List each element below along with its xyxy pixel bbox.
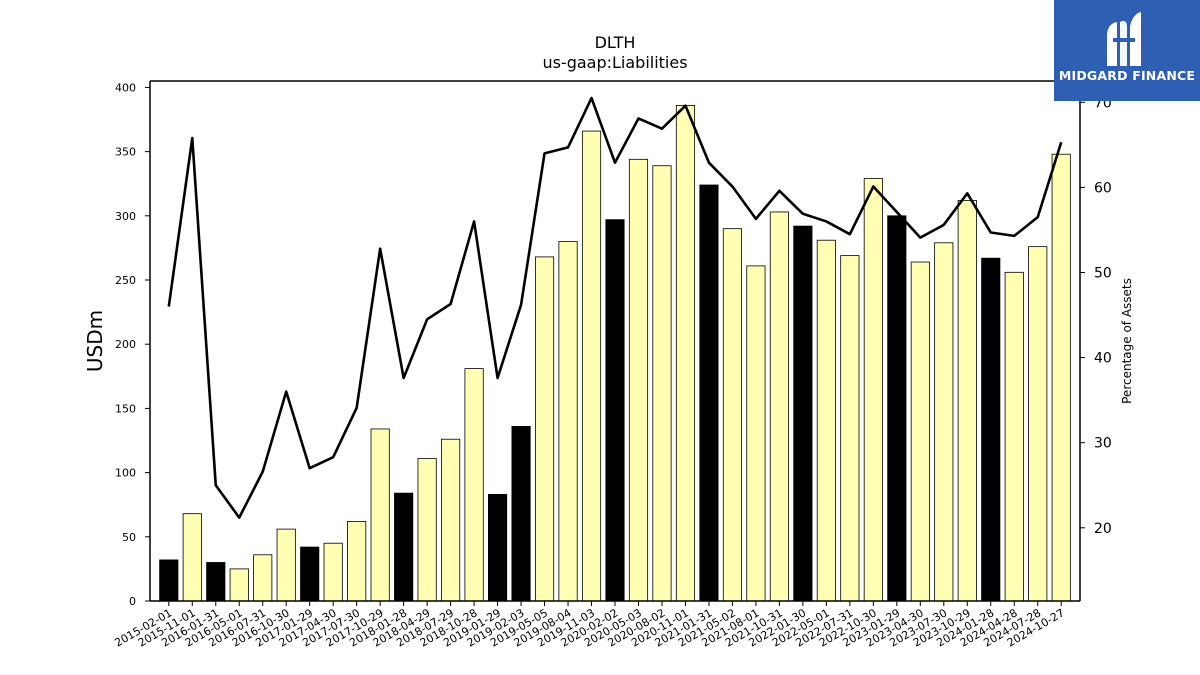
bar-2020-05-03	[628, 158, 649, 602]
bar-2022-10-30	[863, 178, 883, 602]
bar-2016-10-30	[276, 528, 296, 602]
y2-tick-label: 30	[1094, 436, 1112, 452]
bar-2019-02-03	[511, 425, 531, 602]
bar-2018-04-29	[417, 458, 437, 602]
bar-2016-01-31	[206, 562, 226, 602]
bar-2016-05-01	[229, 568, 249, 602]
bar-2022-05-01	[816, 239, 836, 602]
y2-tick-label: 20	[1094, 521, 1112, 537]
percentage-line	[167, 96, 1063, 519]
y2-tick-label: 50	[1094, 265, 1112, 281]
bar-2023-01-29	[887, 215, 907, 602]
y-tick-label: 400	[115, 81, 136, 94]
y2-axis-label: Percentage of Assets	[1120, 278, 1134, 404]
bar-2021-05-02	[722, 228, 742, 602]
bar-2024-04-28	[1004, 271, 1024, 602]
bar-2015-11-01	[182, 513, 202, 602]
bar-2016-07-31	[253, 554, 273, 602]
bar-2018-10-28	[464, 368, 484, 602]
y2-tick-label: 40	[1094, 351, 1112, 367]
y-tick-label: 350	[115, 146, 136, 159]
bar-2023-07-30	[934, 242, 954, 602]
y-tick-label: 100	[115, 467, 136, 480]
bar-2023-04-30	[910, 261, 930, 602]
y-tick-label: 200	[115, 338, 136, 351]
y-tick-label: 250	[115, 274, 136, 287]
bar-2021-01-31	[699, 184, 719, 602]
y2-tick-label: 60	[1094, 180, 1112, 196]
bar-2020-02-02	[605, 219, 625, 602]
y-tick-label: 50	[122, 531, 136, 544]
chart-title: DLTH	[594, 33, 636, 52]
bar-2024-10-27	[1051, 153, 1071, 602]
bar-2015-02-01	[159, 559, 179, 602]
bar-2018-01-28	[394, 492, 414, 602]
bar-series	[159, 105, 1071, 602]
bar-2019-11-03	[581, 130, 602, 602]
bar-2022-01-30	[793, 225, 813, 602]
y-axis-label: USDm	[83, 310, 107, 372]
bar-2017-10-29	[370, 428, 390, 602]
bar-2019-08-04	[558, 241, 578, 602]
bar-2024-07-28	[1028, 246, 1048, 602]
logo-mark-icon	[1107, 12, 1141, 66]
bar-2022-07-31	[840, 255, 860, 602]
bar-2021-08-01	[746, 265, 766, 602]
brand-logo: MIDGARD FINANCE	[1054, 0, 1200, 101]
bar-2017-01-29	[300, 546, 320, 602]
bar-2017-04-30	[323, 542, 343, 602]
chart-subtitle: us-gaap:Liabilities	[542, 53, 688, 72]
bar-2020-08-02	[652, 165, 672, 602]
bar-2018-07-29	[441, 438, 461, 602]
bar-2024-01-28	[981, 257, 1001, 602]
y-tick-label: 300	[115, 210, 136, 223]
y-tick-label: 150	[115, 402, 136, 415]
y-axis-ticks: 0 50 100 150 200 250 300 350 400	[115, 81, 150, 608]
y-tick-label: 0	[129, 595, 136, 608]
bar-2021-10-31	[769, 211, 789, 602]
bar-2019-01-29	[488, 494, 508, 602]
bar-2019-05-05	[534, 256, 555, 602]
bar-2017-07-30	[347, 521, 367, 602]
bar-2020-11-01	[675, 105, 696, 602]
x-axis-ticks: 2015-02-012015-11-012016-01-312016-05-01…	[112, 601, 1067, 650]
bar-2023-10-29	[957, 200, 977, 602]
brand-name: MIDGARD FINANCE	[1058, 68, 1196, 83]
